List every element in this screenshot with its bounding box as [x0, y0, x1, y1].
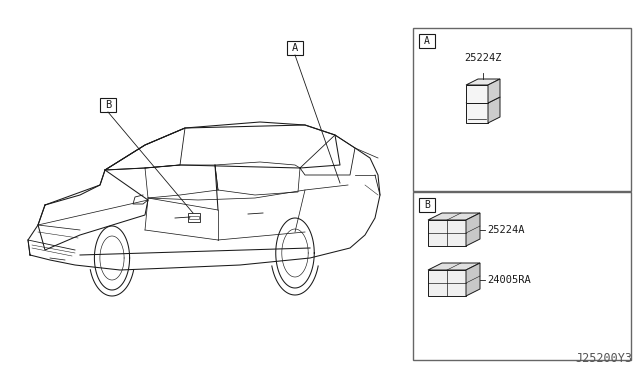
Text: B: B [424, 200, 430, 210]
Polygon shape [428, 263, 480, 270]
Text: 25224A: 25224A [487, 225, 525, 235]
Polygon shape [466, 263, 480, 296]
Bar [413, 28, 631, 191]
Bar [189, 216, 199, 219]
Bar [466, 103, 488, 123]
Polygon shape [428, 213, 480, 220]
Polygon shape [488, 79, 500, 103]
Text: J25200Y3: J25200Y3 [575, 352, 632, 365]
Text: A: A [424, 36, 430, 46]
Text: A: A [292, 43, 298, 53]
Polygon shape [488, 97, 500, 123]
Bar [419, 34, 435, 48]
Text: 25224Z: 25224Z [464, 53, 502, 63]
Bar [413, 192, 631, 360]
Polygon shape [466, 97, 500, 103]
Polygon shape [466, 213, 480, 246]
Bar [188, 213, 200, 222]
Bar [428, 270, 466, 296]
Bar [428, 220, 466, 246]
Text: B: B [105, 100, 111, 110]
Bar [287, 41, 303, 55]
Bar [419, 198, 435, 212]
Bar [466, 85, 488, 103]
Text: 24005RA: 24005RA [487, 275, 531, 285]
Bar [100, 98, 116, 112]
Polygon shape [466, 79, 500, 85]
